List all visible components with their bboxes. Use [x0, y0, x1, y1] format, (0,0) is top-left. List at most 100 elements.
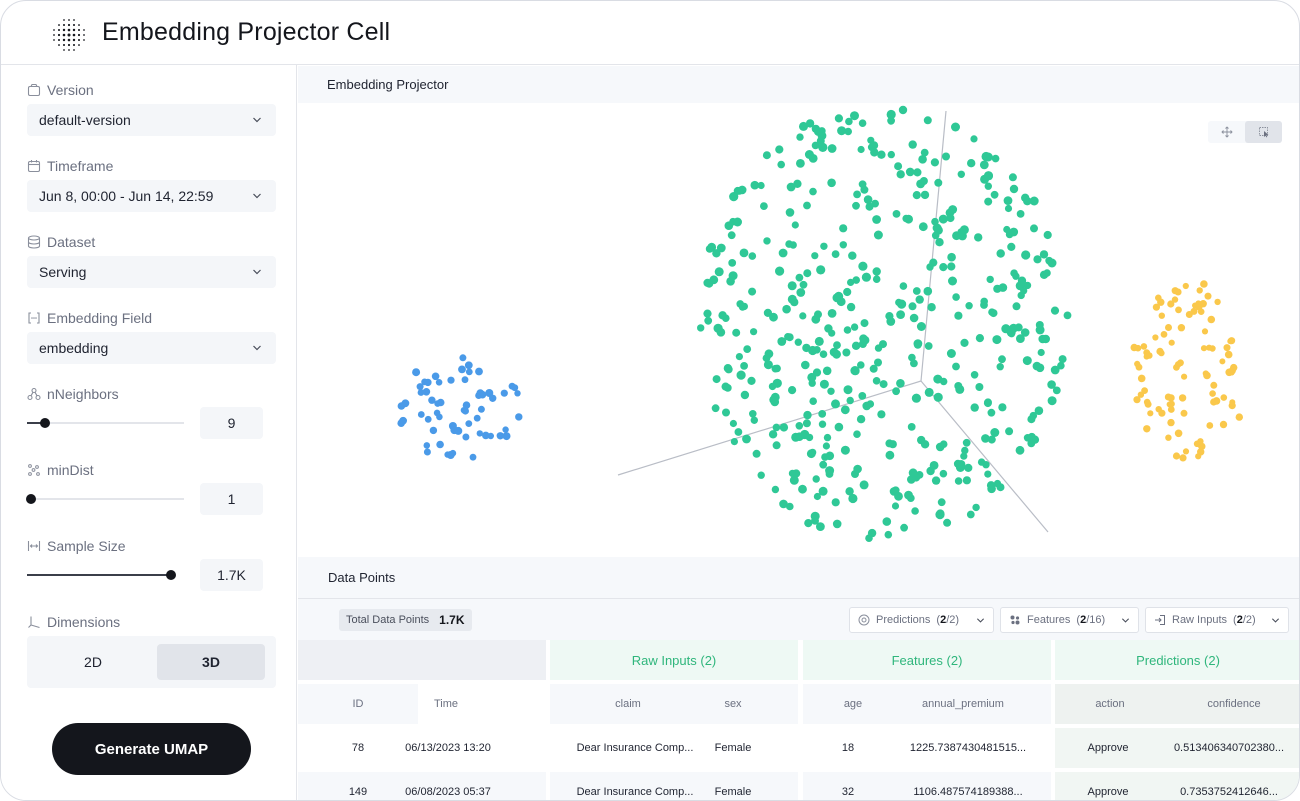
n-neighbors-slider-thumb[interactable] — [40, 418, 50, 428]
blue-cluster-point — [444, 451, 451, 458]
green-cluster-point — [716, 243, 726, 253]
table-group-header-raw-inputs: Raw Inputs (2) — [550, 640, 798, 680]
green-cluster-point — [843, 326, 852, 334]
green-cluster-point — [737, 185, 747, 195]
timeframe-select[interactable]: Jun 8, 00:00 - Jun 14, 22:59 — [27, 180, 276, 212]
generate-umap-button[interactable]: Generate UMAP — [52, 723, 251, 775]
raw-inputs-filter[interactable]: Raw Inputs (2/2) — [1145, 607, 1289, 633]
yellow-cluster-point — [1227, 338, 1234, 345]
data-points-toolbar: Total Data Points 1.7K Predictions (2/2)… — [298, 598, 1299, 640]
select-tool-button[interactable] — [1245, 121, 1282, 143]
green-cluster-point — [926, 263, 934, 271]
sample-size-input[interactable]: 1.7K — [200, 559, 263, 591]
green-cluster-point — [784, 333, 792, 341]
green-cluster-point — [735, 353, 743, 361]
table-row-raw[interactable] — [550, 728, 798, 768]
blue-cluster-point — [465, 420, 473, 427]
table-row-features[interactable] — [803, 728, 1051, 768]
blue-cluster-point — [399, 416, 407, 425]
green-cluster-point — [788, 386, 797, 395]
yellow-cluster-point — [1168, 400, 1175, 408]
table-row[interactable] — [298, 772, 546, 800]
green-cluster-point — [752, 449, 761, 458]
green-cluster-point — [808, 345, 818, 356]
green-cluster-point — [931, 476, 941, 485]
green-cluster-point — [970, 371, 979, 379]
column-header-time[interactable]: Time — [433, 698, 459, 710]
umap-scatter-plot[interactable] — [298, 103, 1300, 557]
blue-cluster-point — [478, 390, 487, 399]
min-dist-slider-track[interactable] — [27, 498, 184, 500]
min-dist-input[interactable]: 1 — [200, 483, 263, 515]
green-cluster-point — [965, 302, 973, 310]
yellow-cluster-point — [1146, 352, 1153, 359]
green-cluster-point — [948, 205, 958, 214]
green-cluster-point — [729, 419, 737, 428]
column-header-confidence[interactable]: confidence — [1207, 698, 1261, 710]
green-cluster-point — [938, 214, 948, 224]
version-select[interactable]: default-version — [27, 104, 276, 136]
pan-tool-button[interactable] — [1208, 121, 1245, 143]
green-cluster-point — [718, 311, 727, 320]
green-cluster-point — [772, 441, 781, 450]
green-cluster-point — [966, 510, 975, 519]
width-arrows-icon — [27, 541, 41, 551]
n-neighbors-slider-track[interactable] — [27, 422, 184, 424]
green-cluster-point — [846, 302, 856, 312]
green-cluster-point — [787, 294, 797, 304]
dataset-select[interactable]: Serving — [27, 256, 276, 288]
blue-cluster-point — [469, 453, 477, 461]
n-neighbors-input[interactable]: 9 — [200, 407, 263, 439]
table-row-features[interactable] — [803, 772, 1051, 800]
column-header-age[interactable]: age — [843, 698, 863, 710]
green-cluster-point — [1047, 396, 1057, 406]
blue-cluster-point — [417, 411, 425, 418]
dimension-2d-button[interactable]: 2D — [84, 654, 102, 670]
table-row-predictions[interactable] — [1055, 772, 1299, 800]
yellow-cluster-point — [1203, 371, 1211, 380]
column-header-sex[interactable]: sex — [724, 698, 742, 710]
column-header-id[interactable]: ID — [298, 684, 418, 724]
table-row-raw[interactable] — [550, 772, 798, 800]
green-cluster-point — [850, 323, 859, 331]
green-cluster-point — [952, 362, 960, 371]
yellow-cluster-point — [1228, 402, 1236, 410]
green-cluster-point — [750, 180, 760, 190]
table-row-predictions[interactable] — [1055, 728, 1299, 768]
green-cluster-point — [970, 403, 979, 412]
predictions-filter[interactable]: Predictions (2/2) — [849, 607, 994, 633]
green-cluster-point — [848, 493, 858, 504]
cell-annual-premium: 1225.7387430481515... — [909, 742, 1027, 754]
green-cluster-point — [936, 509, 945, 518]
green-cluster-point — [1050, 306, 1060, 315]
green-cluster-point — [814, 127, 823, 136]
green-cluster-point — [867, 528, 877, 538]
green-cluster-point — [705, 279, 714, 288]
green-cluster-point — [1008, 173, 1017, 182]
green-cluster-point — [908, 468, 918, 478]
column-header-action[interactable]: action — [1095, 698, 1125, 710]
embedding-projector-canvas[interactable] — [298, 103, 1300, 557]
column-header-claim[interactable]: claim — [615, 698, 641, 710]
green-cluster-point — [822, 442, 831, 450]
min-dist-slider-thumb[interactable] — [26, 494, 36, 504]
calendar-icon — [27, 160, 41, 173]
green-cluster-point — [740, 362, 748, 370]
embedding-field-select[interactable]: embedding — [27, 332, 276, 364]
green-cluster-point — [831, 498, 840, 507]
data-points-table: Raw Inputs (2) Features (2) Predictions … — [298, 640, 1299, 800]
yellow-cluster-point — [1201, 328, 1209, 335]
dimension-3d-button[interactable]: 3D — [157, 644, 265, 680]
yellow-cluster-point — [1190, 307, 1198, 315]
projector-axis-line — [617, 380, 922, 476]
green-cluster-point — [894, 162, 903, 171]
column-header-annual-premium[interactable]: annual_premium — [922, 698, 1004, 710]
green-cluster-point — [959, 225, 969, 235]
sample-size-slider-thumb[interactable] — [166, 570, 176, 580]
table-row[interactable] — [298, 728, 546, 768]
green-cluster-point — [927, 303, 936, 312]
column-header-group-raw — [550, 684, 798, 724]
green-cluster-point — [848, 251, 857, 260]
features-filter[interactable]: Features (2/16) — [1000, 607, 1139, 633]
cell-age: 32 — [841, 786, 855, 798]
